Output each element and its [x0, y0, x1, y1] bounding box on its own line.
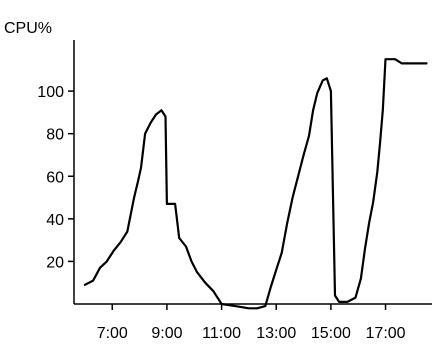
cpu-series-line	[83, 58, 428, 310]
x-ticks-group: 7:00 9:00 11:00 13:00 15:00 17:00	[97, 304, 406, 342]
x-tick-label: 15:00	[311, 325, 351, 342]
series-group	[83, 58, 428, 310]
x-tick-label: 11:00	[202, 325, 241, 342]
x-tick-label: 17:00	[366, 325, 406, 342]
x-tick-label: 13:00	[256, 325, 296, 342]
y-tick-label: 80	[46, 127, 64, 144]
y-tick-label: 100	[37, 84, 64, 101]
y-ticks-group: 20 40 60 80 100	[37, 84, 74, 271]
y-tick-label: 20	[46, 254, 64, 271]
y-tick-label: 40	[46, 212, 64, 229]
x-tick-label: 9:00	[151, 325, 182, 342]
y-tick-label: 60	[46, 169, 64, 186]
x-tick-label: 7:00	[97, 325, 128, 342]
y-axis-label: CPU%	[4, 20, 52, 37]
